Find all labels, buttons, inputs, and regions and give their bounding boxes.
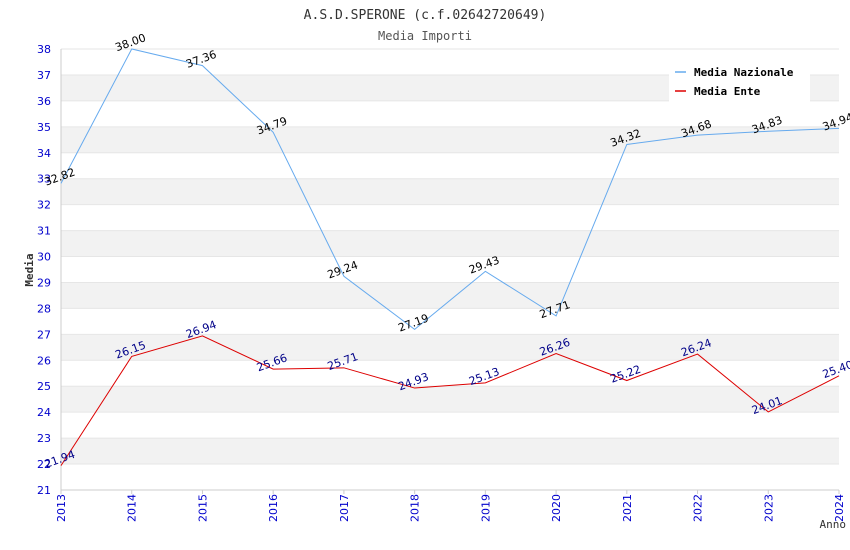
chart-subtitle: Media Importi: [378, 29, 472, 43]
grid-band: [61, 178, 839, 205]
y-tick-label: 24: [37, 406, 51, 419]
legend-label: Media Nazionale: [694, 66, 794, 79]
y-tick-labels: 21 22 23 24 25 26 27 28 29 30 31 32 33 34 35 36 37 38: [37, 43, 51, 497]
x-tick-label: 2022: [692, 494, 705, 522]
x-tick-label: 2017: [338, 494, 351, 522]
y-tick-label: 26: [37, 354, 51, 367]
x-tick-label: 2014: [126, 494, 139, 522]
y-tick-label: 29: [37, 276, 51, 289]
x-tick-label: 2013: [55, 494, 68, 522]
y-tick-label: 30: [37, 251, 51, 264]
x-tick-label: 2024: [833, 494, 846, 522]
y-tick-label: 22: [37, 458, 51, 471]
data-label: 27.19: [396, 312, 430, 335]
grid-band: [61, 334, 839, 361]
grid-band: [61, 386, 839, 413]
x-axis-label: Anno: [820, 518, 847, 531]
chart-title: A.S.D.SPERONE (c.f.02642720649): [304, 8, 547, 23]
y-tick-label: 23: [37, 432, 51, 445]
grid-band: [61, 230, 839, 257]
series-line: [60, 48, 840, 331]
x-tick-label: 2021: [621, 494, 634, 522]
y-tick-label: 34: [37, 147, 51, 160]
x-tick-label: 2023: [762, 494, 775, 522]
y-tick-label: 32: [37, 199, 51, 212]
x-tick-label: 2018: [409, 494, 422, 522]
data-label: 21.94: [43, 448, 77, 471]
grid-band: [61, 438, 839, 465]
legend: Media Nazionale Media Ente: [669, 60, 810, 102]
x-tick-label: 2019: [479, 494, 492, 522]
data-label: 37.36: [184, 48, 218, 71]
grid-bands: [61, 48, 839, 491]
y-tick-label: 25: [37, 380, 51, 393]
y-tick-label: 37: [37, 69, 51, 82]
data-label: 25.13: [467, 365, 501, 388]
series-line: [60, 335, 840, 466]
y-tick-label: 38: [37, 43, 51, 56]
y-axis-label: Media: [23, 253, 36, 286]
data-label: 29.24: [326, 258, 360, 281]
legend-label: Media Ente: [694, 85, 761, 98]
y-tick-label: 36: [37, 95, 51, 108]
x-tick-labels: 2013 2014 2015 2016 2017 2018 2019 2020 2021 2022…: [55, 490, 846, 522]
grid-band: [61, 126, 839, 153]
y-tick-label: 21: [37, 484, 51, 497]
series-lines: [60, 48, 840, 466]
y-tick-label: 28: [37, 302, 51, 315]
data-label: 25.22: [609, 363, 643, 386]
x-tick-label: 2016: [267, 494, 280, 522]
legend-box: [669, 60, 810, 102]
x-tick-label: 2015: [196, 494, 209, 522]
grid-band: [61, 282, 839, 309]
y-tick-label: 35: [37, 121, 51, 134]
y-tick-label: 31: [37, 225, 51, 238]
x-tick-label: 2020: [550, 494, 563, 522]
y-tick-label: 27: [37, 328, 51, 341]
axes: [60, 49, 839, 491]
y-tick-label: 33: [37, 173, 51, 186]
